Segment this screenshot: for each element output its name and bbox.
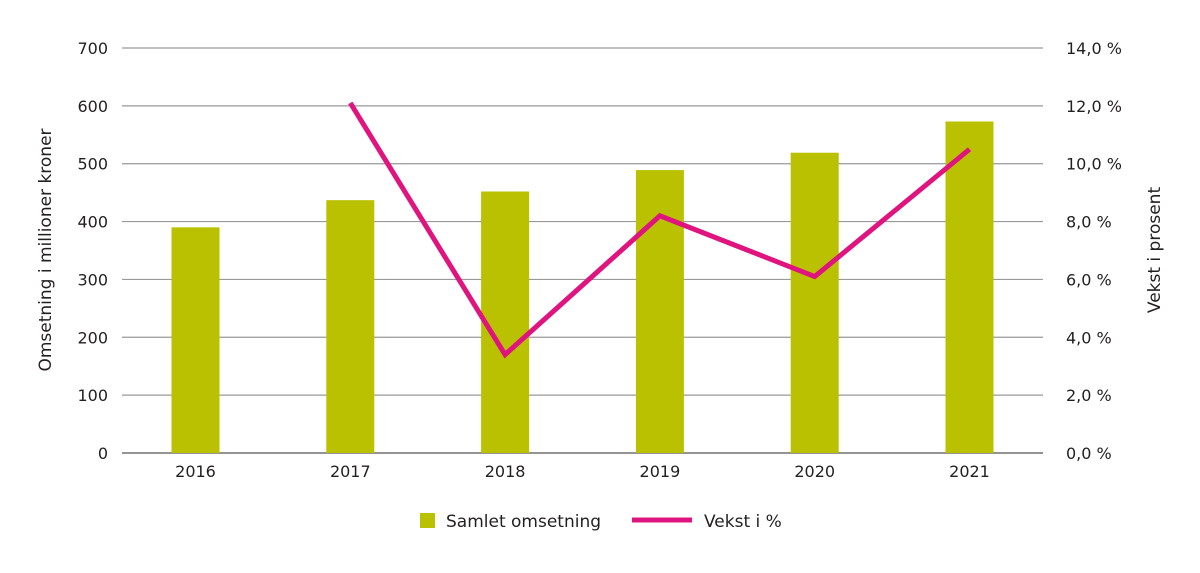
y-tick-label: 500 xyxy=(77,155,108,174)
y-tick-label: 300 xyxy=(77,270,108,289)
y-tick-label: 100 xyxy=(77,386,108,405)
bar xyxy=(635,170,684,454)
y-tick-label: 0 xyxy=(98,444,108,463)
bar xyxy=(171,227,220,453)
x-tick-label: 2020 xyxy=(794,462,835,481)
y2-tick-label: 8,0 % xyxy=(1066,213,1112,232)
y2-tick-label: 2,0 % xyxy=(1066,386,1112,405)
x-tick-label: 2016 xyxy=(175,462,216,481)
growth-line xyxy=(348,101,972,359)
y2-tick-label: 10,0 % xyxy=(1066,155,1122,174)
y-axis-label: Omsetning i millioner kroner xyxy=(36,128,56,371)
y-tick-label: 700 xyxy=(77,39,108,58)
bar xyxy=(481,191,530,453)
y-tick-label: 400 xyxy=(77,213,108,232)
y2-tick-label: 12,0 % xyxy=(1066,97,1122,116)
x-tick-label: 2019 xyxy=(640,462,681,481)
legend-bar-label: Samlet omsetning xyxy=(446,512,601,532)
y2-tick-label: 14,0 % xyxy=(1066,39,1122,58)
bar xyxy=(326,200,375,453)
y-tick-label: 200 xyxy=(77,328,108,347)
bar xyxy=(945,121,994,453)
bar xyxy=(790,152,839,453)
y2-axis-label: Vekst i prosent xyxy=(1145,187,1165,314)
x-tick-label: 2017 xyxy=(330,462,371,481)
x-tick-label: 2018 xyxy=(485,462,526,481)
y-tick-label: 600 xyxy=(77,97,108,116)
x-tick-label: 2021 xyxy=(949,462,990,481)
y2-tick-label: 6,0 % xyxy=(1066,270,1112,289)
y2-tick-label: 0,0 % xyxy=(1066,444,1112,463)
legend-bar-swatch xyxy=(420,513,435,528)
legend-line-label: Vekst i % xyxy=(704,512,782,532)
y2-tick-label: 4,0 % xyxy=(1066,328,1112,347)
